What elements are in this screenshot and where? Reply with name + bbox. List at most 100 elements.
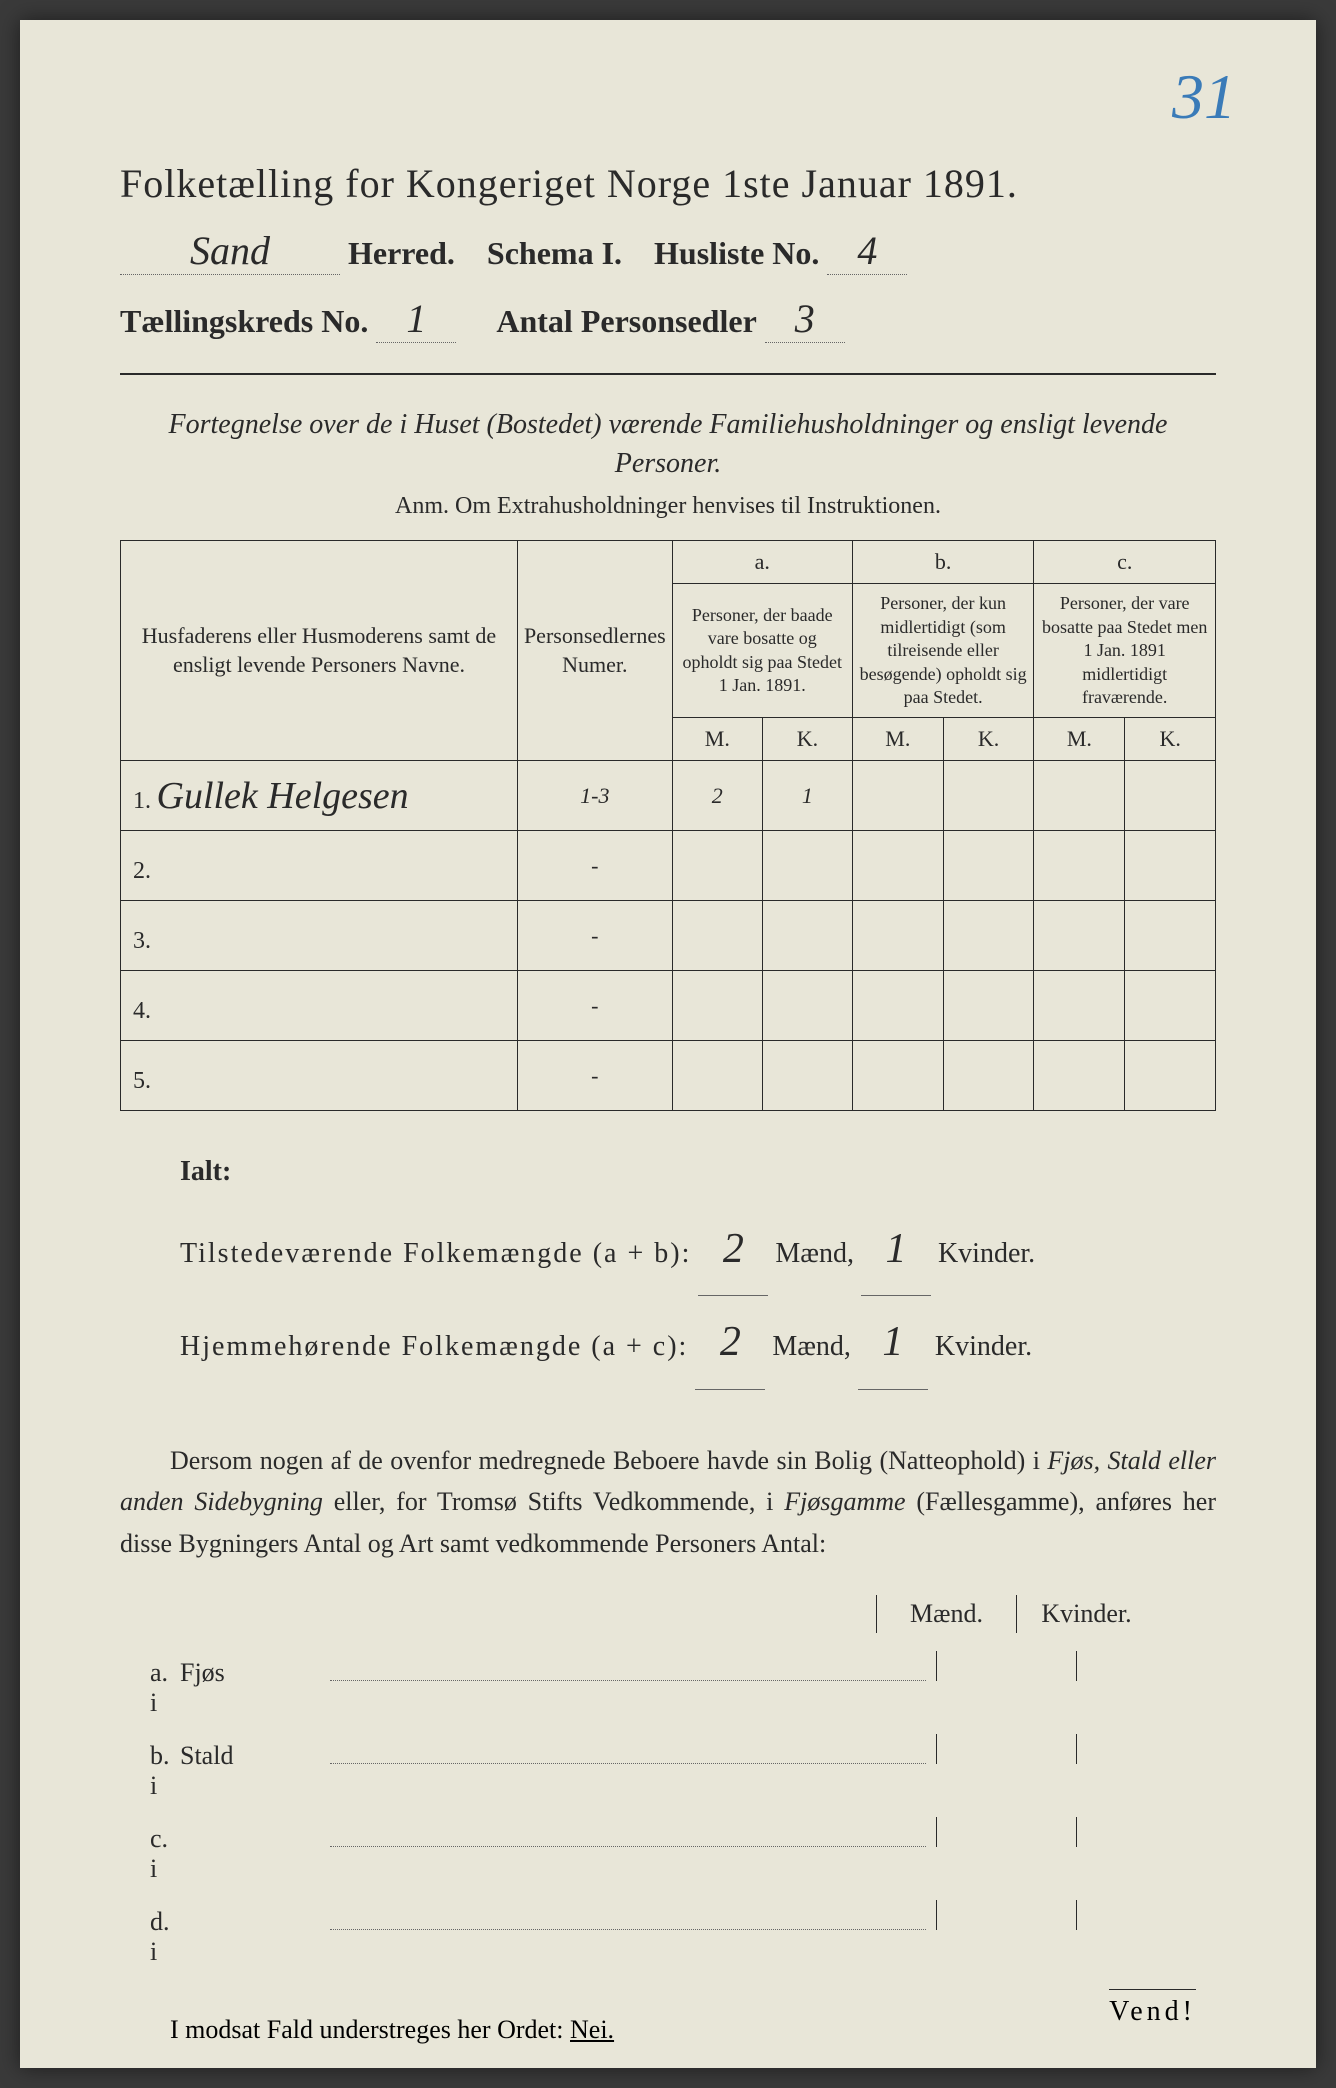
cell-a-k [762,831,852,901]
hjemme-k: 1 [858,1296,928,1389]
antal-label: Antal Personsedler [496,303,756,339]
building-val-m [936,1651,1076,1681]
building-val-k [1076,1900,1216,1930]
cell-b-k [943,971,1034,1041]
building-key: d. i [120,1907,180,1967]
dotted-fill [330,1738,926,1764]
herred-value: Sand [120,227,340,275]
schema-label: Schema I. [487,235,622,271]
table-row: 5. - [121,1041,1216,1111]
vend-label: Vend! [1109,1989,1196,2028]
th-name: Husfaderens eller Husmoderens samt de en… [121,541,518,761]
totals-line-1: Tilstedeværende Folkemængde (a + b): 2 M… [180,1203,1216,1296]
cell-personsedler: - [517,831,672,901]
cell-c-k [1125,761,1216,831]
building-list: Mænd. Kvinder. a. i Fjøs b. i Stald c. i… [120,1595,1216,1975]
th-c-m: M. [1034,718,1125,761]
building-val-m [936,1817,1076,1847]
subtitle: Fortegnelse over de i Huset (Bostedet) v… [120,405,1216,483]
divider [120,373,1216,375]
building-name: Fjøs [180,1658,320,1688]
table-row: 1. Gullek Helgesen 1-3 2 1 [121,761,1216,831]
husliste-value: 4 [827,227,907,275]
cell-b-k [943,901,1034,971]
herred-line: Sand Herred. Schema I. Husliste No. 4 [120,227,1216,275]
cell-personsedler: 1-3 [517,761,672,831]
cell-b-m [852,1041,943,1111]
building-val-k [1076,1651,1216,1681]
table-row: 4. - [121,971,1216,1041]
building-val-m [936,1900,1076,1930]
cell-c-k [1125,831,1216,901]
cell-personsedler: - [517,901,672,971]
cell-personsedler: - [517,971,672,1041]
page-title: Folketælling for Kongeriget Norge 1ste J… [120,160,1216,207]
building-key: c. i [120,1824,180,1884]
building-row: c. i [120,1809,1216,1892]
household-table: Husfaderens eller Husmoderens samt de en… [120,540,1216,1111]
cell-a-k [762,971,852,1041]
cell-name: 5. [121,1041,518,1111]
th-b-m: M. [852,718,943,761]
building-val-k [1076,1734,1216,1764]
cell-name: 1. Gullek Helgesen [121,761,518,831]
table-row: 2. - [121,831,1216,901]
cell-c-k [1125,1041,1216,1111]
cell-a-m [672,901,762,971]
cell-c-m [1034,1041,1125,1111]
totals-line-2: Hjemmehørende Folkemængde (a + c): 2 Mæn… [180,1296,1216,1389]
building-header-k: Kvinder. [1016,1595,1156,1633]
cell-c-m [1034,831,1125,901]
cell-b-m [852,831,943,901]
cell-name: 3. [121,901,518,971]
cell-personsedler: - [517,1041,672,1111]
th-b-k: K. [943,718,1034,761]
building-val-k [1076,1817,1216,1847]
dotted-fill [330,1655,926,1681]
kreds-value: 1 [376,295,456,343]
hjemme-m: 2 [695,1296,765,1389]
census-form-page: 31 Folketælling for Kongeriget Norge 1st… [20,20,1316,2068]
corner-page-number: 31 [1172,60,1236,134]
th-a-m: M. [672,718,762,761]
th-a: Personer, der baade vare bosatte og opho… [672,584,852,718]
cell-a-k [762,1041,852,1111]
cell-b-m [852,761,943,831]
th-b-top: b. [852,541,1034,584]
cell-c-k [1125,971,1216,1041]
building-row: a. i Fjøs [120,1643,1216,1726]
cell-b-k [943,761,1034,831]
building-key: a. i [120,1658,180,1718]
totals-section: Ialt: Tilstedeværende Folkemængde (a + b… [120,1141,1216,1389]
cell-a-k [762,901,852,971]
cell-c-m [1034,971,1125,1041]
table-row: 3. - [121,901,1216,971]
th-a-k: K. [762,718,852,761]
cell-a-k: 1 [762,761,852,831]
th-personsedler: Personsedlernes Numer. [517,541,672,761]
cell-b-k [943,1041,1034,1111]
dotted-fill [330,1904,926,1930]
building-header-m: Mænd. [876,1595,1016,1633]
cell-a-m [672,1041,762,1111]
herred-label: Herred. [348,235,455,271]
building-val-m [936,1734,1076,1764]
th-c-top: c. [1034,541,1216,584]
cell-b-m [852,901,943,971]
cell-name: 2. [121,831,518,901]
building-row: d. i [120,1892,1216,1975]
cell-a-m [672,831,762,901]
th-c: Personer, der vare bosatte paa Stedet me… [1034,584,1216,718]
building-paragraph: Dersom nogen af de ovenfor medregnede Be… [120,1440,1216,1565]
th-c-k: K. [1125,718,1216,761]
kreds-label: Tællingskreds No. [120,303,368,339]
cell-name: 4. [121,971,518,1041]
building-row: b. i Stald [120,1726,1216,1809]
building-header: Mænd. Kvinder. [120,1595,1216,1633]
th-b: Personer, der kun midlertidigt (som tilr… [852,584,1034,718]
antal-value: 3 [765,295,845,343]
tilstede-k: 1 [861,1203,931,1296]
cell-a-m: 2 [672,761,762,831]
dotted-fill [330,1821,926,1847]
cell-b-k [943,831,1034,901]
